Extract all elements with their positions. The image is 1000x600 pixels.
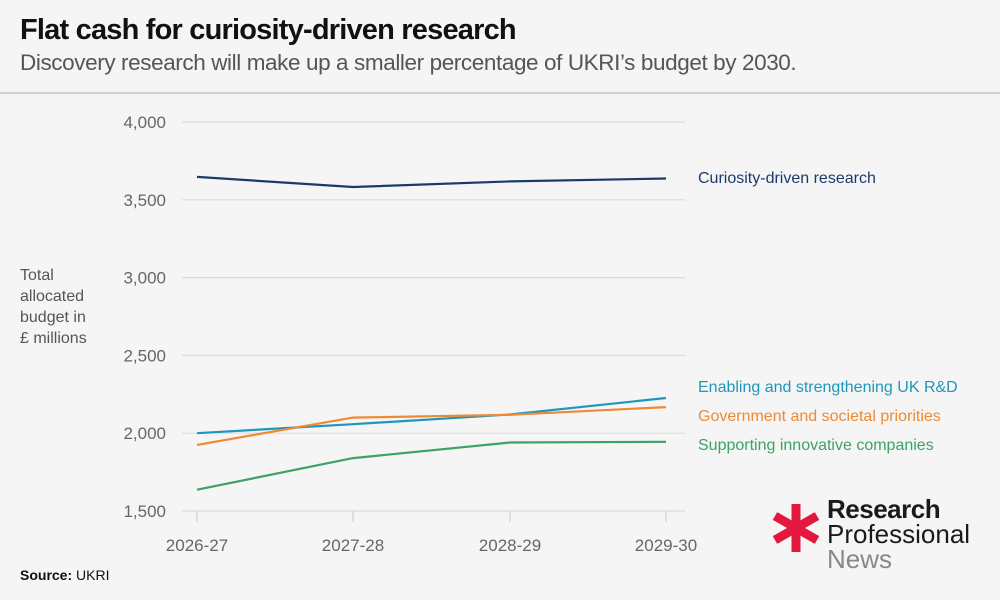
y-tick-label: 2,500 — [123, 346, 166, 365]
chart-title: Flat cash for curiosity-driven research — [20, 14, 517, 46]
x-tick-label: 2027-28 — [322, 536, 384, 555]
legend-label: Government and societal priorities — [698, 408, 941, 425]
legend-label: Supporting innovative companies — [698, 437, 934, 454]
y-axis-label-line: budget in — [20, 309, 86, 326]
source-note: Source: UKRI — [20, 567, 109, 583]
series-line-government-and-societal-priorities — [196, 406, 667, 446]
y-tick-label: 1,500 — [123, 502, 166, 521]
y-axis-label-line: £ millions — [20, 330, 87, 347]
x-axis-ticks: 2026-27 2027-28 2028-29 2029-30 — [166, 511, 697, 555]
logo-line-research: Research — [827, 494, 941, 524]
logo-line-professional: Professional — [827, 519, 971, 549]
y-tick-label: 4,000 — [123, 113, 166, 132]
chart-subtitle: Discovery research will make up a smalle… — [20, 50, 797, 75]
series-line-curiosity-driven-research — [196, 175, 667, 189]
source-label: Source: — [20, 567, 73, 583]
y-axis-label-line: Total — [20, 267, 54, 284]
logo-text: Research Professional News — [827, 494, 971, 574]
x-tick-label: 2026-27 — [166, 536, 228, 555]
legend: Curiosity-driven research Enabling and st… — [698, 170, 958, 454]
asterisk-icon — [772, 504, 820, 552]
series-lines — [196, 175, 667, 491]
publisher-logo: Research Professional News — [770, 494, 990, 577]
y-axis-ticks: 1,500 2,000 2,500 3,000 3,500 4,000 — [123, 113, 166, 521]
x-tick-label: 2029-30 — [635, 536, 697, 555]
logo-line-news: News — [827, 544, 893, 574]
header-divider — [0, 92, 1000, 94]
y-tick-label: 2,000 — [123, 424, 166, 443]
legend-label: Enabling and strengthening UK R&D — [698, 379, 958, 396]
series-line-supporting-innovative-companies — [196, 440, 667, 491]
y-tick-label: 3,000 — [123, 269, 166, 288]
source-value: UKRI — [76, 567, 110, 583]
y-tick-label: 3,500 — [123, 191, 166, 210]
gridlines — [182, 121, 685, 512]
y-axis-label-line: allocated — [20, 288, 85, 305]
legend-label: Curiosity-driven research — [698, 170, 876, 187]
y-axis-label: Total allocated budget in £ millions — [20, 265, 110, 349]
x-tick-label: 2028-29 — [479, 536, 541, 555]
series-line-enabling-and-strengthening-uk-r-d — [196, 396, 667, 435]
